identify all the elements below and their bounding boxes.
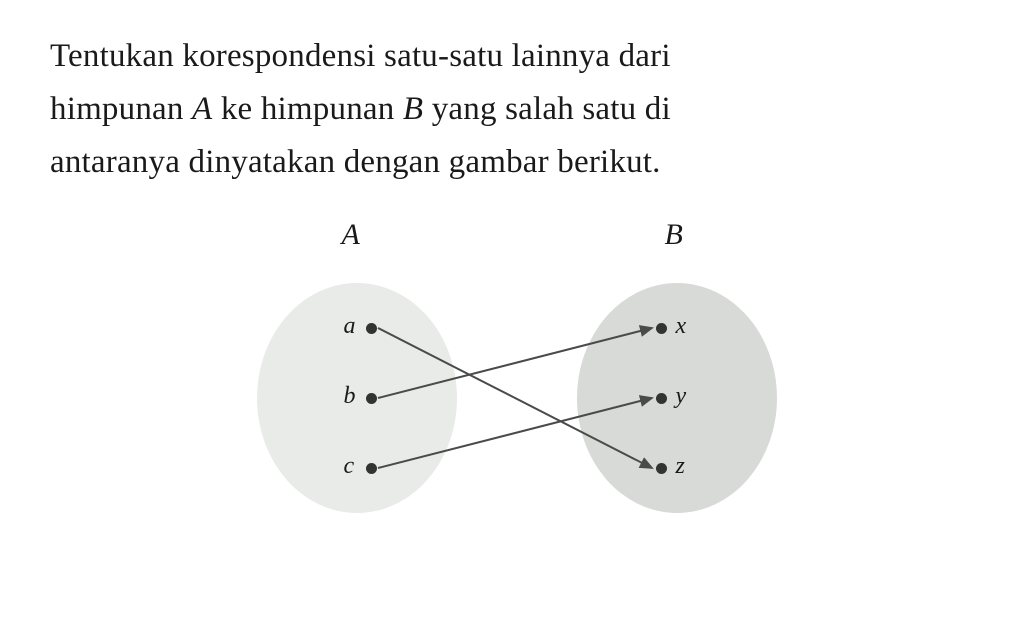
element-a-label: a: [344, 313, 356, 340]
element-b-dot: [366, 393, 377, 404]
mapping-diagram: A B a b c x y z: [237, 208, 797, 528]
text-line-2-B: B: [403, 91, 423, 127]
element-x-dot: [656, 323, 667, 334]
element-b-label: b: [344, 383, 356, 410]
text-line-2: himpunan A ke himpunan B yang salah satu…: [50, 83, 983, 136]
element-z-label: z: [676, 453, 685, 480]
edge-c-y: [378, 398, 652, 468]
mapping-arrows: [237, 208, 797, 528]
text-line-2-A: A: [192, 91, 212, 127]
element-c-label: c: [344, 453, 355, 480]
text-line-1: Tentukan korespondensi satu-satu lainnya…: [50, 30, 983, 83]
element-x-label: x: [676, 313, 687, 340]
element-z-dot: [656, 463, 667, 474]
element-y-label: y: [676, 383, 687, 410]
element-y-dot: [656, 393, 667, 404]
edge-a-z: [378, 328, 652, 468]
edge-b-x: [378, 328, 652, 398]
text-line-2-part2: ke himpunan: [212, 91, 402, 127]
page: Tentukan korespondensi satu-satu lainnya…: [0, 0, 1033, 625]
text-line-2-part1: himpunan: [50, 91, 192, 127]
text-line-3: antaranya dinyatakan dengan gambar berik…: [50, 136, 983, 189]
element-c-dot: [366, 463, 377, 474]
text-line-2-part3: yang salah satu di: [423, 91, 671, 127]
element-a-dot: [366, 323, 377, 334]
problem-text: Tentukan korespondensi satu-satu lainnya…: [50, 30, 983, 188]
